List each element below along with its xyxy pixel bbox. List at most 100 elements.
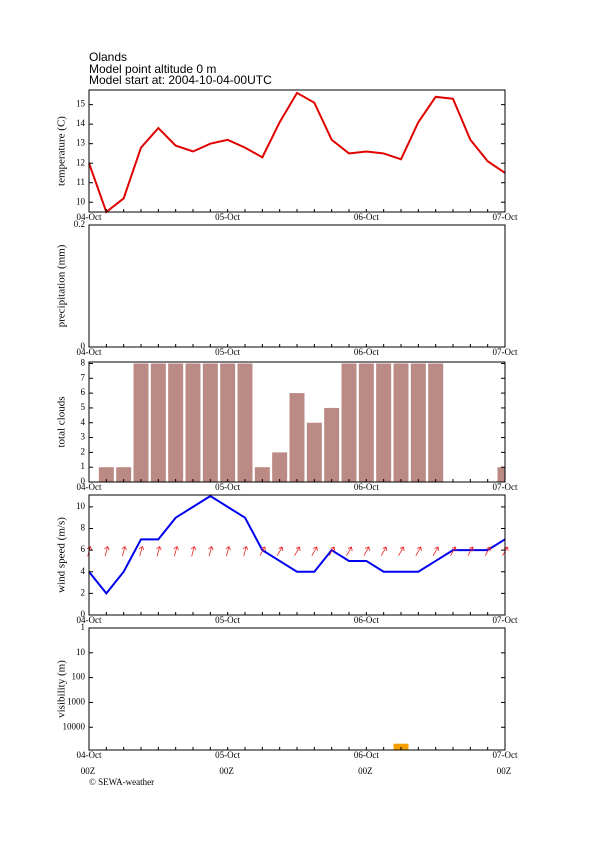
bar [393,363,409,482]
x-tick-label: 06-Oct [354,615,379,625]
x-tick-label: 06-Oct [354,750,379,760]
x-tick-label: 04-Oct [77,347,102,357]
model-start: Model start at: 2004-10-04-00UTC [89,73,272,87]
x-tick-label: 07-Oct [493,615,518,625]
y-tick-label: 8 [81,523,86,533]
x-hour-label: 00Z [219,766,234,776]
x-hour-label: 00Z [358,766,373,776]
line [88,494,506,595]
wind-arrow [432,546,440,556]
wind-arrow [380,546,388,556]
y-tick-label: 4 [81,566,86,576]
bar [410,363,426,482]
altitude: Model point altitude 0 m [89,62,216,76]
bar [428,363,444,482]
y-tick-label: 0 [81,341,86,351]
x-tick-label: 06-Oct [354,347,379,357]
y-tick-label: 11 [76,177,85,187]
y-tick-label: 3 [81,432,86,442]
y-tick-label: 14 [76,118,86,128]
y-axis-label: total clouds [56,396,68,447]
wind-arrow [208,545,214,557]
wind-arrow [294,546,301,556]
wind-arrow [467,546,474,556]
x-tick-label: 07-Oct [493,482,518,492]
y-tick-label: 100 [72,672,86,682]
x-tick-label: 04-Oct [77,750,102,760]
location: Olands [89,50,127,64]
y-tick-label: 4 [81,417,86,427]
bar [150,363,166,482]
y-tick-label: 12 [76,157,85,167]
wind-arrow [415,546,422,556]
x-hour-label: 00Z [497,766,512,776]
bar [185,363,201,482]
y-tick-label: 5 [81,402,86,412]
wind-arrow [190,545,197,557]
x-tick-label: 05-Oct [215,750,240,760]
wind-arrow [450,546,457,556]
x-tick-label: 07-Oct [493,347,518,357]
y-tick-label: 7 [81,372,86,382]
y-tick-label: 6 [81,544,86,554]
y-tick-label: 8 [81,358,86,368]
wind-arrow [173,545,179,557]
y-tick-label: 2 [81,446,86,456]
wind-arrow [328,546,336,556]
wind-arrow [138,545,145,557]
bar [133,363,149,482]
x-tick-label: 05-Oct [215,615,240,625]
wind-arrow [121,545,127,557]
bar [272,452,288,482]
y-tick-label: 1 [81,622,86,632]
bar [341,363,357,482]
x-tick-label: 07-Oct [493,750,518,760]
bar [289,393,305,482]
bar [202,363,218,482]
x-hour-label: 00Z [81,766,96,776]
wind-arrow [259,546,266,556]
x-tick-label: 04-Oct [77,482,102,492]
wind-arrow [276,546,284,556]
y-tick-label: 1000 [67,697,86,707]
x-tick-label: 04-Oct [77,615,102,625]
bar [220,363,236,482]
y-axis-label: temperature (C) [56,116,68,186]
y-tick-label: 1 [81,461,86,471]
y-tick-label: 10 [76,501,86,511]
bar [306,422,322,482]
wind-arrow [398,546,405,556]
bar [116,467,132,482]
y-tick-label: 6 [81,387,86,397]
y-tick-label: 10 [76,647,86,657]
y-tick-label: 15 [76,99,86,109]
wind-arrow [363,546,370,556]
x-tick-label: 07-Oct [493,212,518,222]
wind-arrow [242,545,249,557]
y-axis-label: wind speed (m/s) [56,517,68,593]
x-tick-label: 06-Oct [354,482,379,492]
y-tick-label: 0 [81,476,86,486]
wind-arrow [311,546,318,556]
wind-arrow [104,545,110,557]
x-tick-label: 06-Oct [354,212,379,222]
y-tick-label: 10000 [63,721,86,731]
y-tick-label: 2 [81,587,86,597]
bar [254,467,270,482]
wind-arrow [346,546,353,556]
x-tick-label: 05-Oct [215,482,240,492]
wind-arrow [484,546,492,556]
x-tick-label: 05-Oct [215,347,240,357]
y-tick-label: 0.2 [74,219,85,229]
bar [237,363,253,482]
wind-arrow [225,545,231,557]
bar [358,363,374,482]
x-tick-label: 04-Oct [77,212,102,222]
bar [497,467,505,482]
wind-arrow [156,545,162,557]
bar [393,743,409,750]
bar [376,363,392,482]
y-axis-label: visibility (m) [56,660,68,718]
